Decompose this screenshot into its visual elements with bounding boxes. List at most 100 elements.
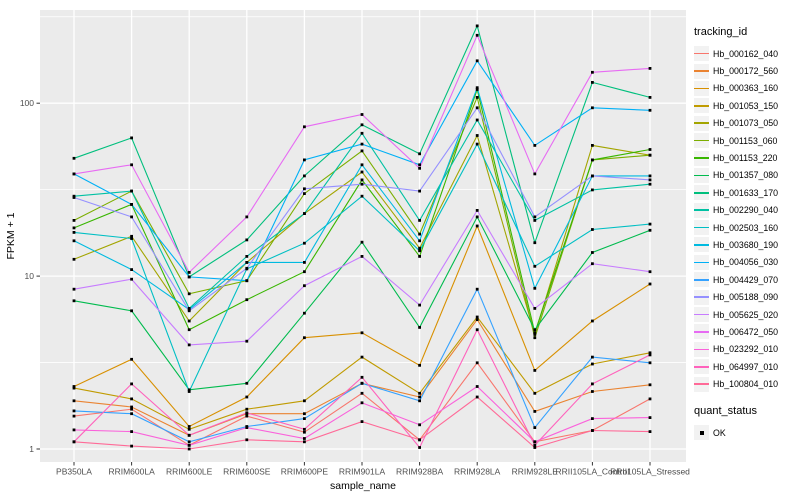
legend-item-label: Hb_064997_010 [713, 361, 779, 372]
legend-color-line [694, 52, 709, 55]
data-point-marker [475, 118, 479, 122]
data-point-marker [360, 331, 364, 335]
data-point-marker [303, 192, 306, 195]
data-point-marker [360, 113, 364, 116]
data-point-marker [533, 172, 537, 176]
data-point-marker [418, 423, 421, 427]
data-point-marker [591, 355, 594, 359]
legend-key-line-icon [694, 63, 709, 79]
legend-item: Hb_005188_090 [694, 288, 800, 305]
legend-color-line [694, 296, 709, 298]
legend-item: Hb_001073_050 [694, 115, 800, 132]
legend-item: Hb_004056_030 [694, 254, 800, 271]
data-point-marker [475, 318, 479, 321]
data-point-marker [475, 315, 479, 319]
data-point-marker [533, 219, 537, 222]
data-point-marker [533, 241, 537, 245]
data-point-marker [245, 407, 249, 411]
data-point-marker [245, 426, 249, 429]
legend-items: Hb_000162_040 Hb_000172_560 Hb_000363_160 H… [694, 45, 800, 393]
data-point-marker [303, 399, 306, 403]
data-point-marker [360, 163, 364, 167]
legend-item-label: Hb_001153_060 [713, 135, 778, 146]
data-point-marker [187, 343, 191, 347]
data-point-marker [475, 59, 479, 63]
legend-color-line [694, 139, 709, 142]
data-point-marker [648, 397, 652, 401]
data-point-marker [591, 429, 594, 432]
x-axis-tick-label: RRII105LA_Control [556, 467, 630, 477]
data-point-marker [187, 440, 191, 444]
data-point-marker [418, 249, 421, 253]
plot-panel [40, 10, 686, 462]
x-axis-title: sample_name [330, 480, 396, 492]
legend-title-tracking-id: tracking_id [694, 26, 748, 38]
data-point-marker [418, 152, 421, 156]
data-point-marker [130, 412, 133, 416]
line-chart: PB350LA RRIM600LA RRIM600LE RRIM600SE RRIM60… [5, 10, 690, 492]
y-axis-title: FPKM + 1 [5, 212, 17, 259]
data-point-marker [360, 194, 364, 198]
data-point-marker [130, 203, 133, 206]
data-point-marker [533, 426, 537, 429]
data-point-marker [130, 357, 133, 361]
legend-key-line-icon [694, 289, 709, 305]
data-point-marker [72, 287, 76, 291]
data-point-marker [245, 438, 249, 442]
data-point-marker [303, 125, 306, 129]
legend-key-line-icon [694, 80, 709, 96]
data-point-marker [533, 307, 537, 310]
data-point-marker [533, 333, 537, 336]
data-point-marker [360, 178, 364, 182]
data-point-marker [648, 178, 652, 182]
data-point-marker [360, 170, 364, 174]
data-point-marker [418, 438, 421, 442]
data-point-marker [187, 388, 191, 392]
data-point-marker [475, 33, 479, 37]
data-point-marker [360, 381, 364, 385]
data-point-marker [418, 189, 421, 193]
data-point-marker [187, 427, 191, 431]
data-point-marker [130, 136, 133, 140]
data-point-marker [475, 142, 479, 146]
data-point-marker [360, 391, 364, 395]
legend-item-label: Hb_001073_050 [713, 118, 779, 129]
y-axis-tick-label: 1 [29, 444, 34, 454]
data-point-marker [591, 144, 594, 147]
legend-item: Hb_000363_160 [694, 80, 800, 97]
data-point-marker [130, 382, 133, 386]
legend-color-line [694, 209, 709, 211]
data-point-marker [475, 96, 479, 99]
data-point-marker [648, 430, 652, 433]
data-point-marker [360, 255, 364, 258]
legend-key-line-icon [694, 272, 709, 288]
data-point-marker [72, 428, 76, 432]
data-point-marker [591, 70, 594, 74]
legend-item-label: Hb_005625_020 [713, 309, 779, 320]
data-point-marker [187, 443, 191, 447]
data-point-marker [648, 361, 652, 365]
data-point-marker [475, 86, 479, 90]
data-point-marker [533, 336, 537, 340]
data-point-marker [130, 268, 133, 271]
data-point-marker [245, 266, 249, 270]
data-point-marker [418, 326, 421, 329]
data-point-marker [360, 420, 364, 423]
data-point-marker [648, 351, 652, 355]
data-point-marker [648, 96, 652, 99]
data-point-marker [303, 241, 306, 245]
data-point-marker [418, 255, 421, 258]
x-axis-tick-label: RRIM600PE [281, 467, 329, 477]
data-point-marker [591, 362, 594, 366]
y-axis-tick-label: 10 [25, 271, 35, 281]
data-point-marker [360, 131, 364, 135]
legend-item-label: Hb_004429_070 [713, 274, 779, 285]
data-point-marker [591, 319, 594, 323]
legend-item: Hb_005625_020 [694, 306, 800, 323]
data-point-marker [187, 447, 191, 451]
data-point-marker [475, 88, 479, 91]
x-axis-tick-label: PB350LA [56, 467, 92, 477]
data-point-marker [303, 212, 306, 215]
legend-item: Hb_023292_010 [694, 341, 800, 358]
